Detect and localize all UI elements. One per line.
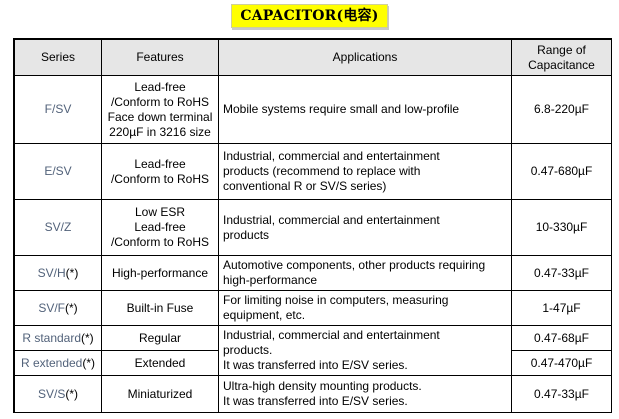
series-cell: E/SV: [14, 143, 102, 200]
range-cell: 0.47-33µF: [511, 255, 612, 291]
table-row: F/SV Lead-free /Conform to RoHS Face dow…: [14, 75, 612, 144]
range-cell: 1-47µF: [511, 290, 612, 326]
application-line: Industrial, commercial and entertainment: [223, 328, 440, 342]
table-row: SV/H(*) High-performance Automotive comp…: [14, 255, 612, 291]
table-row: R extended(*) Extended 0.47-470µF: [14, 350, 612, 376]
series-cell: F/SV: [14, 75, 102, 144]
application-line: high-performance: [223, 273, 318, 287]
application-line: equipment, etc.: [223, 308, 306, 322]
header-range-line2: Capacitance: [528, 57, 595, 72]
application-line: Industrial, commercial and entertainment: [223, 212, 440, 227]
header-range-line1: Range of: [537, 42, 586, 57]
series-cell: SV/F(*): [14, 290, 102, 326]
header-series: Series: [14, 39, 102, 76]
feature-line: Lead-free: [134, 156, 186, 171]
feature-line: 220µF in 3216 size: [109, 124, 211, 139]
application-line: Ultra-high density mounting products.: [223, 379, 422, 393]
table-header-row: Series Features Applications Range of Ca…: [14, 39, 612, 76]
header-range: Range of Capacitance: [511, 39, 612, 76]
feature-line: /Conform to RoHS: [110, 235, 210, 249]
features-cell: Lead-free /Conform to RoHS Face down ter…: [101, 75, 219, 144]
table-row: SV/Z Low ESR Lead-free /Conform to RoHS …: [14, 199, 612, 256]
table-row: SV/F(*) Built-in Fuse For limiting noise…: [14, 290, 612, 326]
series-name: SV/Z: [44, 220, 72, 234]
table-row: E/SV Lead-free /Conform to RoHS Industri…: [14, 143, 612, 200]
applications-cell: Ultra-high density mounting products. It…: [218, 375, 512, 413]
feature-line: Low ESR: [134, 205, 186, 219]
feature-line: Lead-free: [134, 79, 186, 94]
series-mark: (*): [82, 355, 96, 370]
features-cell: Regular: [101, 325, 219, 351]
range-cell: 0.47-470µF: [511, 350, 612, 376]
applications-cell: Mobile systems require small and low-pro…: [218, 75, 512, 144]
header-features: Features: [101, 39, 219, 76]
applications-cell-r-series: Industrial, commercial and entertainment…: [218, 325, 512, 376]
application-line: Industrial, commercial and entertainment: [223, 149, 440, 163]
series-name: E/SV: [44, 164, 72, 178]
application-line: Mobile systems require small and low-pro…: [223, 102, 460, 116]
table-row: SV/S(*) Miniaturized Ultra-high density …: [14, 375, 612, 413]
feature-line: Built-in Fuse: [126, 300, 194, 315]
table-row: R standard(*) Regular Industrial, commer…: [14, 325, 612, 376]
range-cell: 0.47-680µF: [511, 143, 612, 200]
applications-cell: Industrial, commercial and entertainment…: [218, 199, 512, 256]
features-cell: Lead-free /Conform to RoHS: [101, 143, 219, 200]
application-line: For limiting noise in computers, measuri…: [223, 293, 449, 307]
application-line: products.: [223, 343, 273, 357]
series-name: R standard: [22, 330, 82, 345]
application-line: products (recommend to replace with: [223, 164, 421, 178]
applications-cell: For limiting noise in computers, measuri…: [218, 290, 512, 326]
series-name: R extended: [20, 355, 83, 370]
feature-line: High-performance: [111, 265, 209, 280]
range-cell: 6.8-220µF: [511, 75, 612, 144]
feature-line: Face down terminal: [107, 109, 213, 124]
feature-line: Lead-free: [134, 220, 186, 234]
applications-cell: Automotive components, other products re…: [218, 255, 512, 291]
feature-line: Extended: [134, 355, 186, 370]
features-cell: Built-in Fuse: [101, 290, 219, 326]
title-wrap: CAPACITOR(电容): [0, 4, 619, 30]
features-cell: Low ESR Lead-free /Conform to RoHS: [101, 199, 219, 256]
series-cell: SV/S(*): [14, 375, 102, 413]
series-mark: (*): [65, 300, 78, 315]
series-mark: (*): [65, 386, 79, 401]
range-cell: 0.47-33µF: [511, 375, 612, 413]
series-mark: (*): [65, 265, 79, 280]
header-applications: Applications: [218, 39, 512, 76]
series-name: SV/F: [38, 300, 65, 315]
applications-cell: Industrial, commercial and entertainment…: [218, 143, 512, 200]
series-mark: (*): [81, 330, 94, 345]
series-cell: SV/H(*): [14, 255, 102, 291]
range-cell: 0.47-68µF: [511, 325, 612, 351]
series-name: SV/S: [37, 386, 66, 401]
capacitor-table: Series Features Applications Range of Ca…: [14, 39, 612, 413]
feature-line: Regular: [138, 330, 182, 345]
page-title: CAPACITOR(电容): [231, 4, 388, 28]
feature-line: /Conform to RoHS: [110, 94, 210, 109]
features-cell: High-performance: [101, 255, 219, 291]
application-line: It was transferred into E/SV series.: [223, 394, 408, 408]
application-line: products: [223, 227, 270, 242]
feature-line: Miniaturized: [127, 386, 193, 401]
feature-line: /Conform to RoHS: [110, 171, 210, 186]
series-name: F/SV: [44, 102, 72, 116]
application-line: Automotive components, other products re…: [223, 258, 486, 272]
series-cell: R extended(*): [14, 350, 102, 376]
application-line: It was transferred into E/SV series.: [223, 358, 408, 372]
series-cell: R standard(*): [14, 325, 102, 351]
features-cell: Extended: [101, 350, 219, 376]
range-cell: 10-330µF: [511, 199, 612, 256]
application-line: conventional R or SV/S series): [223, 179, 387, 193]
capacitor-table-frame: Series Features Applications Range of Ca…: [13, 38, 612, 413]
series-cell: SV/Z: [14, 199, 102, 256]
series-name: SV/H: [37, 265, 66, 280]
features-cell: Miniaturized: [101, 375, 219, 413]
